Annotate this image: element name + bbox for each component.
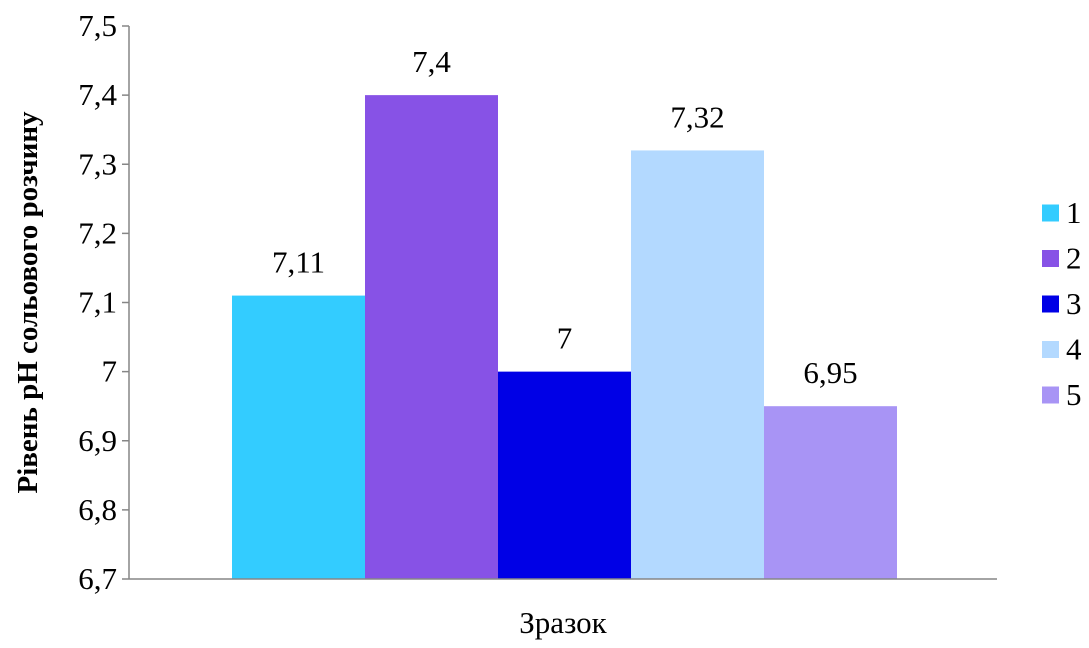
legend-label-5: 5 bbox=[1066, 377, 1082, 412]
data-labels: 7,11 7,4 7 7,32 6,95 bbox=[272, 44, 858, 390]
legend-label-4: 4 bbox=[1066, 332, 1082, 367]
data-label-series-4: 7,32 bbox=[670, 99, 724, 134]
data-label-series-3: 7 bbox=[557, 321, 573, 356]
data-label-series-1: 7,11 bbox=[272, 245, 325, 280]
bar-series-5 bbox=[764, 406, 897, 579]
bar-series-1 bbox=[232, 295, 365, 579]
y-tick-label: 6,8 bbox=[78, 492, 117, 527]
legend-swatch-3 bbox=[1042, 295, 1059, 313]
y-axis-title: Рівень pH сольового розчину bbox=[12, 111, 44, 494]
legend-label-3: 3 bbox=[1066, 286, 1082, 321]
y-tick-label: 7 bbox=[102, 354, 118, 389]
bar-series-4 bbox=[631, 150, 764, 580]
data-label-series-5: 6,95 bbox=[803, 355, 857, 390]
legend: 1 2 3 4 5 bbox=[1042, 195, 1082, 412]
y-tick-label: 7,2 bbox=[78, 215, 117, 250]
y-tick-label: 7,1 bbox=[78, 285, 117, 320]
x-axis-title: Зразок bbox=[519, 605, 607, 640]
legend-swatch-5 bbox=[1042, 386, 1059, 404]
bar-series-2 bbox=[365, 95, 498, 579]
bar-series-3 bbox=[498, 371, 631, 579]
y-tick-label: 7,5 bbox=[78, 8, 117, 43]
y-tick-label: 7,4 bbox=[78, 77, 117, 112]
legend-label-2: 2 bbox=[1066, 241, 1082, 276]
legend-swatch-1 bbox=[1042, 204, 1059, 222]
y-axis-ticks: 6,7 6,8 6,9 7 7,1 7,2 7,3 7,4 7,5 bbox=[78, 8, 129, 596]
y-tick-label: 6,7 bbox=[78, 561, 117, 596]
legend-swatch-2 bbox=[1042, 250, 1059, 267]
legend-swatch-4 bbox=[1042, 341, 1059, 358]
data-label-series-2: 7,4 bbox=[412, 44, 451, 79]
y-tick-label: 7,3 bbox=[78, 146, 117, 181]
y-tick-label: 6,9 bbox=[78, 423, 117, 458]
bars bbox=[232, 95, 897, 580]
legend-label-1: 1 bbox=[1066, 195, 1082, 230]
